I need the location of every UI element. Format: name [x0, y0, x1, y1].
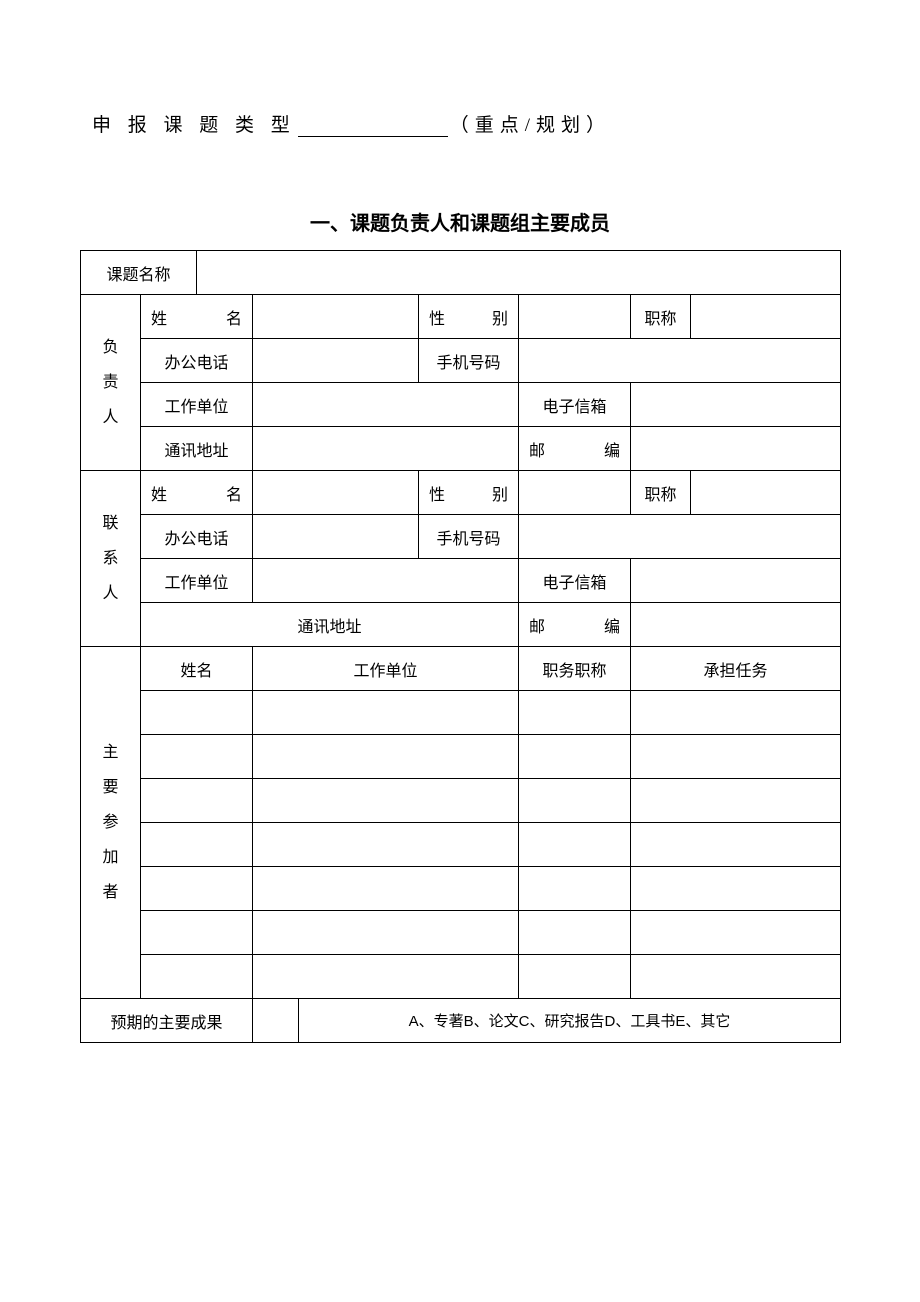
value-leader-address [253, 427, 519, 471]
member-row [81, 867, 841, 911]
value-leader-mobile [519, 339, 841, 383]
value-contact-gender [519, 471, 631, 515]
topline-hint: （重点/规划） [450, 115, 611, 136]
topline-blank [298, 114, 448, 137]
label-contact-phone: 办公电话 [141, 515, 253, 559]
member-row [81, 955, 841, 999]
value-leader-email [631, 383, 841, 427]
label-contact-title: 职称 [631, 471, 691, 515]
label-project-name: 课题名称 [81, 251, 197, 295]
value-contact-postcode [631, 603, 841, 647]
label-leader-name: 姓名 [141, 305, 252, 329]
label-contact-gender: 性别 [419, 481, 518, 505]
value-leader-postcode [631, 427, 841, 471]
section-title: 一、课题负责人和课题组主要成员 [80, 207, 840, 236]
label-leader-mobile: 手机号码 [419, 339, 519, 383]
label-contact-email: 电子信箱 [519, 559, 631, 603]
member-row [81, 823, 841, 867]
value-contact-unit [253, 559, 519, 603]
label-leader-email: 电子信箱 [519, 383, 631, 427]
label-expected: 预期的主要成果 [81, 999, 253, 1043]
member-row [81, 779, 841, 823]
label-contact-address: 通讯地址 [141, 603, 519, 647]
label-leader-title: 职称 [631, 295, 691, 339]
value-contact-title [691, 471, 841, 515]
value-leader-unit [253, 383, 519, 427]
label-leader-address: 通讯地址 [141, 427, 253, 471]
value-leader-phone [253, 339, 419, 383]
label-leader-postcode: 邮编 [519, 437, 630, 461]
label-contact: 联 系 人 [81, 471, 141, 647]
label-member-unit: 工作单位 [253, 647, 519, 691]
form-table: 课题名称 负 责 人 姓名 性别 职称 办公电话 手机号码 工作单位 [80, 250, 841, 1043]
value-contact-name [253, 471, 419, 515]
value-contact-email [631, 559, 841, 603]
topline-label: 申 报 课 题 类 型 [92, 115, 296, 136]
label-expected-options: A、专著B、论文C、研究报告D、工具书E、其它 [299, 999, 841, 1043]
value-leader-title [691, 295, 841, 339]
label-contact-postcode: 邮编 [519, 613, 630, 637]
value-leader-gender [519, 295, 631, 339]
label-leader-phone: 办公电话 [141, 339, 253, 383]
label-contact-mobile: 手机号码 [419, 515, 519, 559]
label-members: 主 要 参 加 者 [81, 647, 141, 999]
label-contact-unit: 工作单位 [141, 559, 253, 603]
label-leader: 负 责 人 [81, 295, 141, 471]
value-contact-phone [253, 515, 419, 559]
label-leader-unit: 工作单位 [141, 383, 253, 427]
page: 申 报 课 题 类 型 （重点/规划） 一、课题负责人和课题组主要成员 课题名称 … [0, 0, 920, 1302]
label-contact-name: 姓名 [141, 481, 252, 505]
value-expected-code [253, 999, 299, 1043]
value-project-name [197, 251, 841, 295]
label-leader-gender: 性别 [419, 305, 518, 329]
member-row [81, 735, 841, 779]
label-member-duty: 职务职称 [519, 647, 631, 691]
label-member-name: 姓名 [141, 647, 253, 691]
topline: 申 报 课 题 类 型 （重点/规划） [92, 110, 840, 137]
label-member-task: 承担任务 [631, 647, 841, 691]
value-leader-name [253, 295, 419, 339]
value-contact-mobile [519, 515, 841, 559]
member-row [81, 911, 841, 955]
member-row [81, 691, 841, 735]
